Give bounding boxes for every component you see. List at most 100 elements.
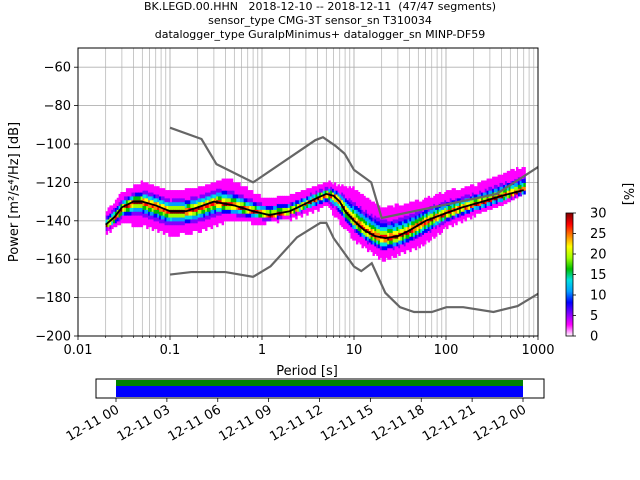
heatmap-cell bbox=[484, 180, 488, 185]
heatmap-cell bbox=[405, 215, 409, 220]
heatmap-cell bbox=[212, 201, 215, 207]
heatmap-cell bbox=[186, 222, 190, 228]
heatmap-cell bbox=[251, 193, 254, 199]
heatmap-cell bbox=[523, 186, 526, 191]
heatmap-cell bbox=[512, 195, 515, 201]
heatmap-cell bbox=[344, 193, 348, 199]
heatmap-cell bbox=[506, 190, 510, 195]
heatmap-cell bbox=[148, 184, 151, 189]
heatmap-cell bbox=[160, 215, 164, 220]
heatmap-cell bbox=[177, 197, 180, 203]
heatmap-cell bbox=[383, 222, 386, 228]
heatmap-cell bbox=[471, 199, 475, 205]
heatmap-cell bbox=[135, 218, 138, 224]
heatmap-cell bbox=[346, 192, 350, 197]
heatmap-cell bbox=[470, 199, 473, 205]
heatmap-cell bbox=[378, 216, 381, 222]
heatmap-cell bbox=[365, 236, 368, 241]
heatmap-cell bbox=[230, 190, 234, 195]
heatmap-cell bbox=[339, 190, 342, 195]
heatmap-cell bbox=[243, 197, 247, 203]
heatmap-cell bbox=[403, 241, 407, 247]
heatmap-cell bbox=[348, 224, 352, 230]
heatmap-cell bbox=[311, 193, 315, 199]
heatmap-cell bbox=[274, 216, 278, 222]
heatmap-cell bbox=[407, 203, 410, 208]
heatmap-cell bbox=[416, 226, 420, 231]
heatmap-cell bbox=[497, 182, 501, 187]
heatmap-cell bbox=[455, 220, 458, 226]
heatmap-cell bbox=[146, 213, 149, 218]
heatmap-cell bbox=[148, 188, 151, 193]
heatmap-cell bbox=[111, 205, 114, 210]
heatmap-cell bbox=[346, 222, 350, 228]
heatmap-cell bbox=[501, 174, 504, 180]
heatmap-cell bbox=[184, 188, 188, 193]
heatmap-cell bbox=[368, 238, 372, 243]
heatmap-cell bbox=[442, 216, 445, 222]
heatmap-cell bbox=[317, 199, 320, 205]
heatmap-cell bbox=[387, 209, 390, 214]
heatmap-cell bbox=[516, 174, 519, 180]
heatmap-cell bbox=[234, 216, 237, 222]
heatmap-cell bbox=[482, 188, 486, 193]
heatmap-cell bbox=[159, 226, 162, 231]
heatmap-cell bbox=[427, 195, 431, 201]
heatmap-cell bbox=[223, 178, 226, 183]
heatmap-cell bbox=[322, 186, 326, 191]
heatmap-cell bbox=[223, 186, 226, 191]
heatmap-cell bbox=[433, 218, 436, 224]
heatmap-cell bbox=[190, 211, 193, 216]
heatmap-cell bbox=[140, 215, 144, 220]
heatmap-cell bbox=[182, 205, 186, 210]
heatmap-cell bbox=[148, 192, 151, 197]
heatmap-cell bbox=[460, 195, 464, 201]
heatmap-cell bbox=[320, 203, 324, 208]
heatmap-cell bbox=[245, 216, 248, 222]
heatmap-cell bbox=[383, 234, 386, 239]
heatmap-cell bbox=[149, 218, 153, 224]
heatmap-cell bbox=[206, 199, 210, 205]
heatmap-cell bbox=[194, 211, 197, 216]
heatmap-cell bbox=[240, 216, 243, 222]
heatmap-cell bbox=[425, 228, 429, 233]
heatmap-cell bbox=[247, 193, 250, 199]
heatmap-cell bbox=[144, 220, 147, 226]
heatmap-cell bbox=[422, 222, 425, 228]
heatmap-cell bbox=[355, 201, 359, 207]
heatmap-cell bbox=[216, 211, 219, 216]
heatmap-cell bbox=[306, 211, 309, 216]
heatmap-cell bbox=[418, 232, 421, 237]
heatmap-cell bbox=[188, 230, 191, 235]
heatmap-cell bbox=[214, 193, 217, 199]
heatmap-cell bbox=[205, 184, 208, 189]
heatmap-cell bbox=[484, 192, 488, 197]
heatmap-cell bbox=[199, 224, 202, 230]
heatmap-cell bbox=[188, 203, 191, 208]
heatmap-cell bbox=[390, 216, 394, 222]
heatmap-cell bbox=[473, 190, 477, 195]
heatmap-cell bbox=[210, 209, 214, 214]
heatmap-cell bbox=[392, 241, 396, 247]
heatmap-cell bbox=[431, 213, 434, 218]
heatmap-cell bbox=[407, 234, 410, 239]
heatmap-cell bbox=[221, 209, 225, 214]
heatmap-cell bbox=[435, 216, 438, 222]
heatmap-cell bbox=[286, 211, 289, 216]
heatmap-cell bbox=[435, 224, 438, 230]
heatmap-cell bbox=[182, 197, 186, 203]
heatmap-cell bbox=[383, 249, 386, 255]
heatmap-cell bbox=[114, 203, 118, 208]
heatmap-cell bbox=[521, 190, 524, 195]
heatmap-cell bbox=[506, 170, 510, 176]
heatmap-cell bbox=[333, 205, 337, 210]
heatmap-cell bbox=[188, 226, 191, 231]
heatmap-cell bbox=[482, 203, 486, 208]
heatmap-cell bbox=[479, 197, 482, 203]
heatmap-cell bbox=[276, 215, 280, 220]
heatmap-cell bbox=[330, 186, 333, 191]
heatmap-cell bbox=[260, 220, 263, 226]
heatmap-cell bbox=[210, 197, 214, 203]
heatmap-cell bbox=[366, 243, 370, 249]
heatmap-cell bbox=[453, 195, 456, 201]
